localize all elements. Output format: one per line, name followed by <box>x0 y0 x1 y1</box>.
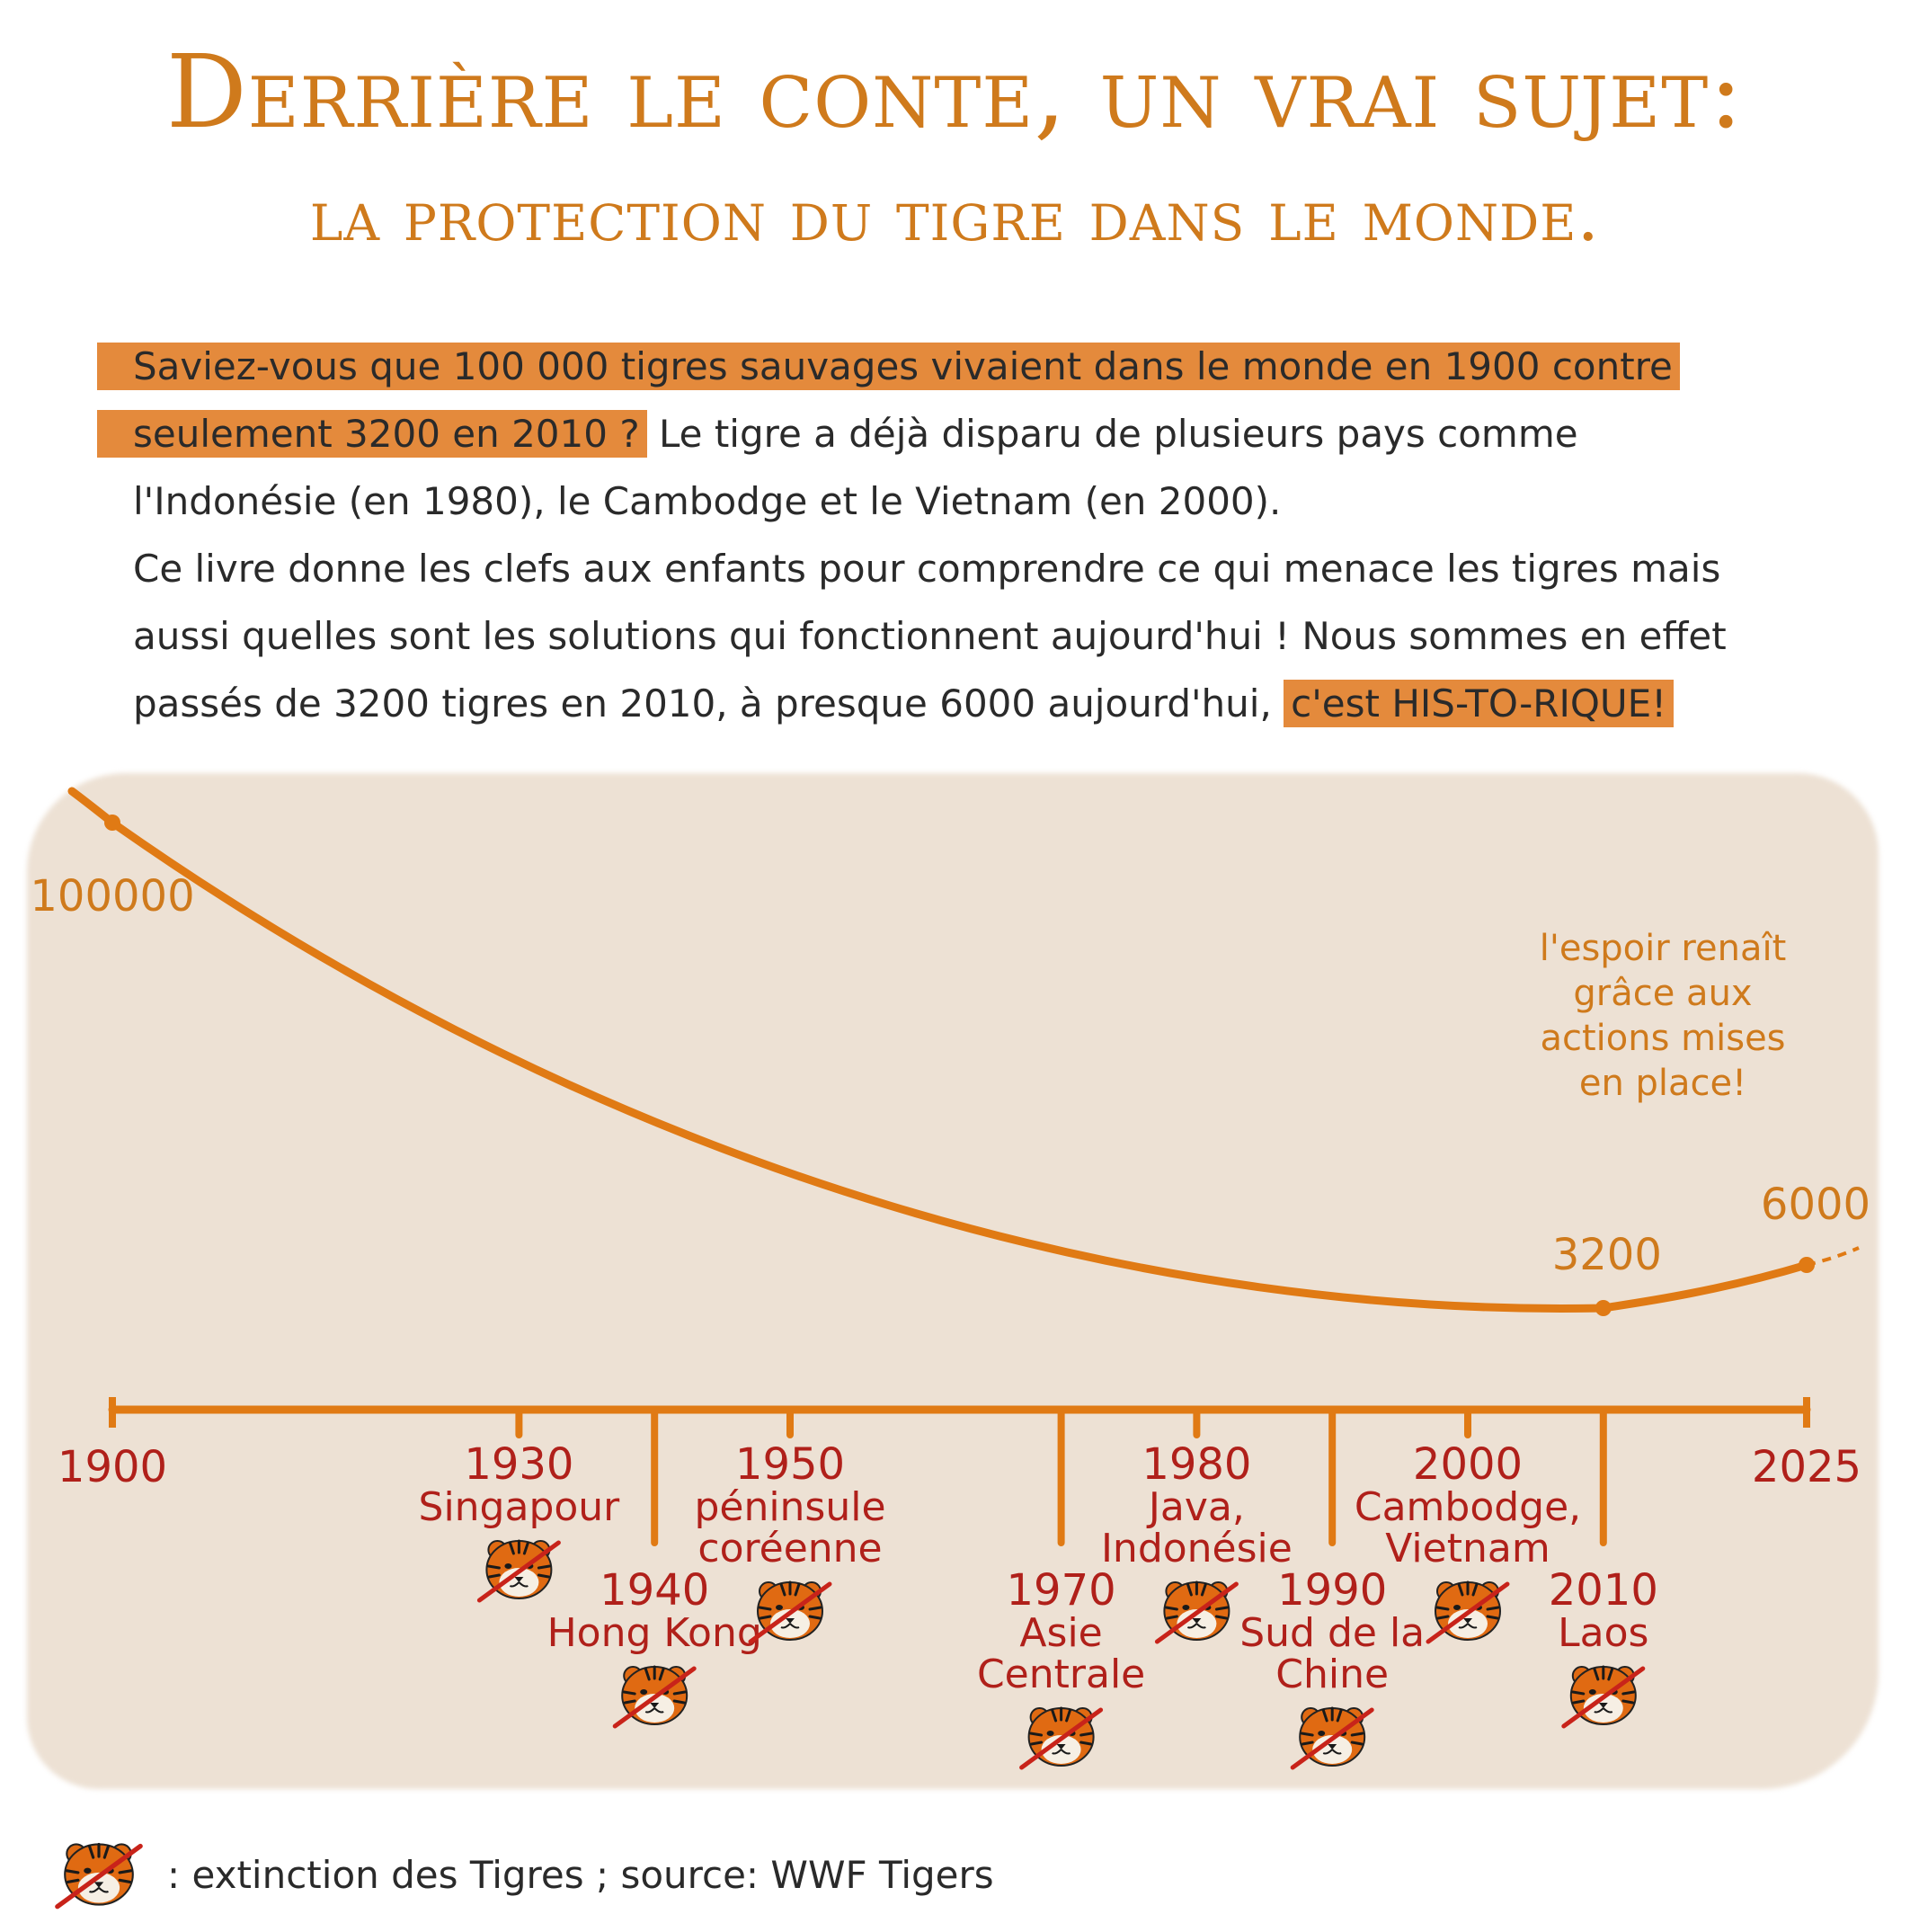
intro-line-3: l'Indonésie (en 1980), le Cambodge et le… <box>133 479 1282 523</box>
event-year-1980: 1980 <box>1142 1439 1251 1490</box>
event-place-1930-1: Singapour <box>419 1484 621 1530</box>
value-label-2025: 6000 <box>1761 1180 1870 1230</box>
population-line <box>67 787 1811 1313</box>
intro-line-4: Ce livre donne les clefs aux enfants pou… <box>133 547 1721 591</box>
crossed-tiger-icon <box>1426 1580 1510 1644</box>
crossed-tiger-icon <box>476 1539 561 1603</box>
chart-background <box>27 773 1879 1789</box>
intro-highlight-1: Saviez-vous que 100 000 tigres sauvages … <box>97 343 1680 390</box>
event-place-2010-1: Laos <box>1558 1610 1648 1656</box>
event-place-2000-1: Cambodge, <box>1355 1484 1581 1530</box>
event-place-1940-1: Hong Kong <box>547 1610 762 1656</box>
intro-highlight-3: c'est HIS-TO-RIQUE! <box>1284 680 1675 727</box>
event-place-1950-2: coréenne <box>697 1526 882 1571</box>
crossed-tiger-icon <box>748 1580 832 1644</box>
data-point <box>1799 1257 1815 1273</box>
event-year-2000: 2000 <box>1413 1439 1523 1490</box>
event-place-1980-1: Java, <box>1146 1484 1245 1530</box>
hope-annotation-line-4: en place! <box>1578 1063 1747 1104</box>
value-label-1900: 100000 <box>30 871 194 921</box>
event-year-1950: 1950 <box>735 1439 845 1490</box>
event-year-2010: 2010 <box>1549 1565 1658 1616</box>
event-place-1950-1: péninsule <box>694 1484 885 1530</box>
event-year-1930: 1930 <box>464 1439 573 1490</box>
data-point <box>104 815 120 831</box>
event-year-1990: 1990 <box>1277 1565 1387 1616</box>
crossed-tiger-icon <box>1154 1580 1239 1644</box>
event-place-1970-2: Centrale <box>977 1652 1145 1697</box>
intro-paragraph: Saviez-vous que 100 000 tigres sauvages … <box>97 333 1823 737</box>
event-place-1970-1: Asie <box>1019 1610 1102 1656</box>
intro-line-6-start: passés de 3200 tigres en 2010, à presque… <box>133 681 1284 726</box>
event-place-1990-1: Sud de la <box>1239 1610 1425 1656</box>
intro-highlight-2: seulement 3200 en 2010 ? <box>97 410 647 458</box>
value-label-2010: 3200 <box>1552 1230 1662 1280</box>
event-place-2000-2: Vietnam <box>1385 1526 1550 1571</box>
intro-line-5: aussi quelles sont les solutions qui fon… <box>133 614 1727 658</box>
crossed-tiger-icon <box>55 1842 143 1910</box>
data-point <box>1595 1300 1612 1316</box>
intro-line-2-rest: Le tigre a déjà disparu de plusieurs pay… <box>646 412 1578 456</box>
timeline-end-label: 2025 <box>1752 1442 1861 1492</box>
legend: : extinction des Tigres ; source: WWF Ti… <box>54 1834 994 1915</box>
hope-annotation-line-2: grâce aux <box>1573 973 1753 1014</box>
crossed-tiger-icon <box>55 1842 143 1910</box>
legend-text: : extinction des Tigres ; source: WWF Ti… <box>167 1852 994 1897</box>
event-year-1970: 1970 <box>1007 1565 1116 1616</box>
event-place-1990-2: Chine <box>1275 1652 1389 1697</box>
event-year-1940: 1940 <box>600 1565 709 1616</box>
title-line-1: Derrière le conte, un vrai sujet: <box>165 34 1745 151</box>
hope-annotation-line-3: actions mises <box>1540 1018 1786 1059</box>
title-line-2: la protection du tigre dans le monde. <box>309 176 1601 257</box>
population-trend-dashed <box>1806 1246 1860 1267</box>
crossed-tiger-icon <box>1019 1706 1104 1770</box>
event-place-1980-2: Indonésie <box>1101 1526 1293 1571</box>
hope-annotation: l'espoir renaît grâce aux actions mises … <box>1528 926 1798 1106</box>
crossed-tiger-icon <box>1561 1665 1646 1729</box>
crossed-tiger-icon <box>1290 1706 1374 1770</box>
timeline-start-label: 1900 <box>58 1442 167 1492</box>
crossed-tiger-icon <box>612 1665 697 1729</box>
hope-annotation-line-1: l'espoir renaît <box>1539 928 1787 969</box>
